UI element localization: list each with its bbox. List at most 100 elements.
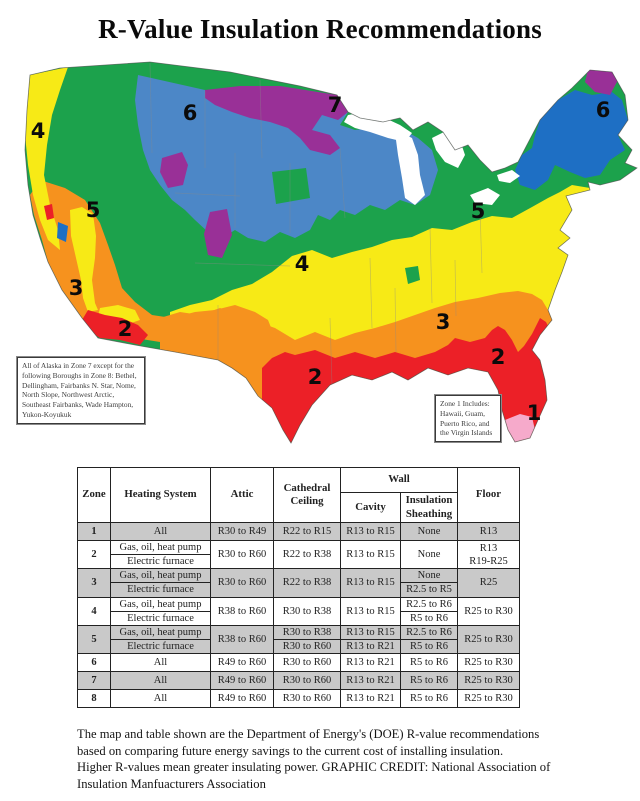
map-zone-label: 7 (327, 93, 343, 117)
table-cell: R13 to R15 (340, 624, 401, 640)
table-cell: Electric furnace (110, 610, 211, 626)
zone6-tahoe-dab (57, 222, 68, 242)
table-cell: 3 (77, 568, 111, 598)
table-cell: 5 (77, 624, 111, 655)
table-cell: R38 to R60 (210, 596, 274, 626)
zone4-coast-dot (25, 205, 31, 214)
table-cell: R5 to R6 (400, 653, 458, 672)
zone7-colorado-patch (204, 209, 232, 258)
map-zone-label: 2 (307, 365, 323, 389)
table-cell: All (110, 653, 211, 672)
header-cathedral-ceiling: Cathedral Ceiling (273, 467, 341, 523)
zone5-blackhills-patch (272, 168, 310, 204)
map-zone-label: 3 (435, 310, 451, 334)
table-cell: R5 to R6 (400, 610, 458, 626)
table-cell: R22 to R38 (273, 568, 341, 598)
header-heating-system: Heating System (110, 467, 211, 523)
map-zone-label: 6 (595, 98, 611, 122)
table-cell: Gas, oil, heat pump (110, 624, 211, 640)
header-zone: Zone (77, 467, 111, 523)
table-cell: R13 to R21 (340, 689, 401, 708)
table-cell: R5 to R6 (400, 689, 458, 708)
table-cell: R13 to R15 (340, 568, 401, 598)
page-title: R-Value Insulation Recommendations (98, 14, 542, 44)
table-cell: Gas, oil, heat pump (110, 568, 211, 584)
us-climate-zone-map: 4 6 7 6 5 5 4 3 2 2 3 2 1 All of Alaska … (0, 58, 640, 460)
table-cell: R13 R19-R25 (457, 539, 520, 570)
header-insulation-sheathing: Insulation Sheathing (400, 492, 458, 523)
zone4-sierra-strip (70, 207, 98, 312)
table-cell: Electric furnace (110, 638, 211, 655)
table-cell: R25 to R30 (457, 596, 520, 626)
zone1-includes-note: Zone 1 Includes: Hawaii, Guam, Puerto Ri… (434, 393, 502, 444)
table-cell: R13 to R15 (340, 539, 401, 570)
header-floor: Floor (457, 467, 520, 523)
rvalue-recommendations-table: Zone Heating System Attic Cathedral Ceil… (77, 467, 520, 708)
zone7-maine-tip (585, 65, 618, 95)
table-cell: R49 to R60 (210, 689, 274, 708)
table-cell: R22 to R38 (273, 539, 341, 570)
table-cell: R13 to R21 (340, 671, 401, 690)
table-cell: R30 to R60 (210, 568, 274, 598)
map-zone-label: 5 (470, 199, 486, 223)
table-cell: R13 to R15 (340, 596, 401, 626)
state-borders (149, 62, 483, 386)
table-cell: 2 (77, 539, 111, 570)
table-cell: 6 (77, 653, 111, 672)
table-cell: R5 to R6 (400, 671, 458, 690)
zone7-yellowstone-patch (160, 152, 188, 188)
table-cell: 1 (77, 522, 111, 541)
us-outline (24, 61, 638, 444)
table-cell: R25 to R30 (457, 653, 520, 672)
map-zone-label: 2 (117, 317, 133, 341)
table-cell: None (400, 522, 458, 541)
table-cell: R30 to R60 (210, 539, 274, 570)
zone4-pacific-strip (25, 67, 68, 250)
table-cell: R30 to R60 (273, 671, 341, 690)
table-cell: R2.5 to R6 (400, 624, 458, 640)
map-zone-label: 5 (85, 198, 101, 222)
table-cell: R49 to R60 (210, 653, 274, 672)
table-cell: R25 to R30 (457, 689, 520, 708)
table-cell: 4 (77, 596, 111, 626)
table-cell: R25 (457, 568, 520, 598)
zone6-newengland-region (515, 90, 628, 190)
table-cell: R13 to R21 (340, 653, 401, 672)
table-cell: R30 to R60 (273, 638, 341, 655)
table-cell: R2.5 to R5 (400, 582, 458, 598)
table-cell: R2.5 to R6 (400, 596, 458, 612)
table-cell: R49 to R60 (210, 671, 274, 690)
table-cell: R22 to R15 (273, 522, 341, 541)
credit-caption: The map and table shown are the Departme… (77, 727, 551, 791)
map-zone-label: 2 (490, 345, 506, 369)
map-zone-label: 1 (526, 401, 542, 425)
table-cell: R38 to R60 (210, 624, 274, 655)
zone5-appalachia-dab (405, 266, 420, 284)
map-zone-label: 3 (68, 276, 84, 300)
table-cell: R30 to R60 (273, 689, 341, 708)
header-wall: Wall (340, 467, 458, 493)
table-cell: R30 to R49 (210, 522, 274, 541)
zone6-west-region (135, 75, 438, 242)
table-cell: All (110, 522, 211, 541)
rvalue-table-body: 1 All R30 to R49 R22 to R15 R13 to R15 None R1… (77, 522, 520, 708)
table-cell: R13 to R15 (340, 522, 401, 541)
table-cell: R30 to R38 (273, 596, 341, 626)
zone2-socal-strip (82, 310, 148, 345)
table-cell: None (400, 539, 458, 570)
table-cell: Electric furnace (110, 554, 211, 570)
alaska-zone-note: All of Alaska in Zone 7 except for the f… (16, 356, 146, 425)
table-cell: None (400, 568, 458, 584)
map-zone-label: 4 (294, 252, 310, 276)
map-zone-label: 6 (182, 101, 198, 125)
table-cell: R13 to R21 (340, 638, 401, 655)
map-zone-label: 4 (30, 119, 46, 143)
header-cavity: Cavity (340, 492, 401, 523)
table-cell: All (110, 671, 211, 690)
table-cell: Gas, oil, heat pump (110, 539, 211, 556)
zone2-sierra-dab (44, 204, 54, 220)
table-cell: Electric furnace (110, 582, 211, 598)
table-cell: 8 (77, 689, 111, 708)
table-cell: R5 to R6 (400, 638, 458, 655)
